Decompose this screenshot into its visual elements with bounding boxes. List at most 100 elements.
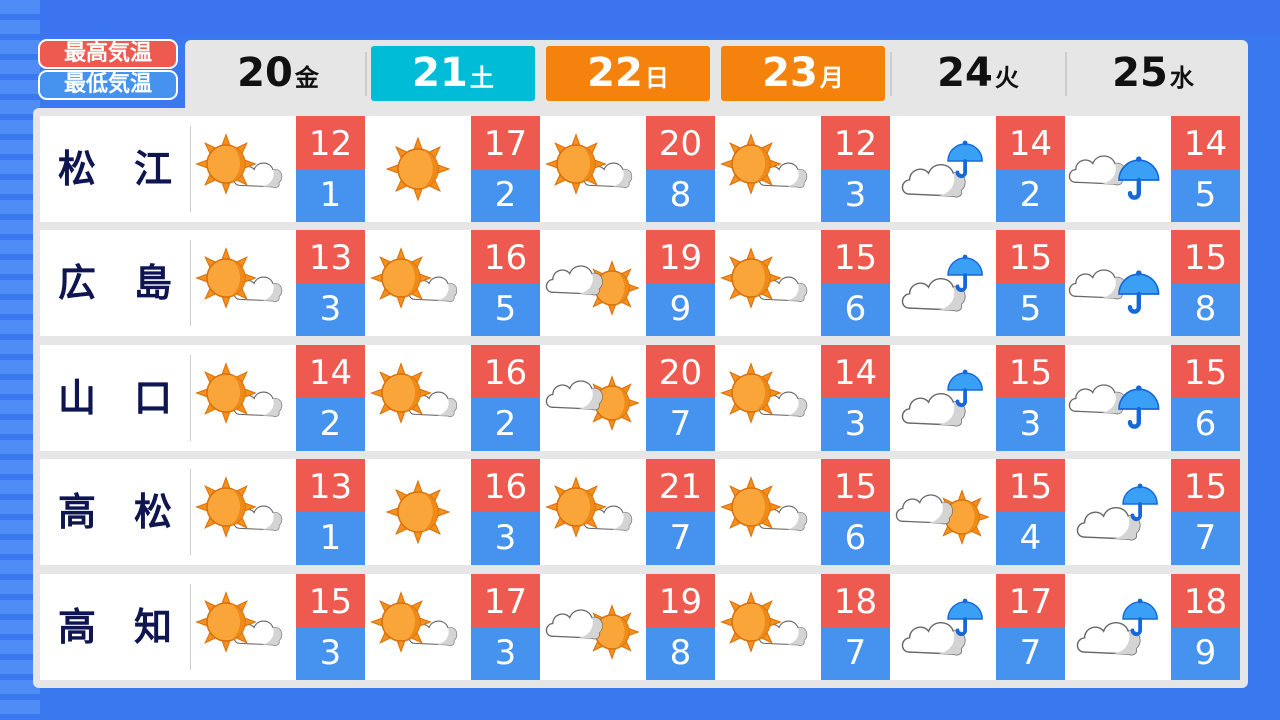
weekday: 土 [469, 64, 494, 92]
sunny-then-cloudy-icon [190, 230, 296, 336]
high-temp: 15 [296, 574, 365, 627]
cloudy-chance-rain-icon [890, 230, 996, 336]
high-temp: 14 [296, 345, 365, 398]
cloudy-chance-rain-icon [890, 574, 996, 680]
high-temp: 14 [821, 345, 890, 398]
city-row: 高 松 13 1 16 3 21 7 15 6 15 4 15 7 [40, 459, 1240, 565]
high-temp: 12 [821, 116, 890, 169]
city-name: 広 島 [57, 261, 172, 305]
low-temp: 5 [471, 283, 540, 336]
divider [190, 584, 191, 670]
high-temp: 21 [646, 459, 715, 512]
day-header-25: 25水 [1071, 46, 1235, 101]
high-temp: 18 [1171, 574, 1240, 627]
date-number: 22 [587, 50, 643, 96]
high-temp: 17 [471, 116, 540, 169]
divider [190, 469, 191, 555]
low-temp: 9 [1171, 627, 1240, 680]
day-header-20: 20金 [196, 46, 360, 101]
header-divider [890, 52, 892, 96]
city-name: 高 松 [57, 490, 172, 534]
high-temp: 14 [1171, 116, 1240, 169]
sunny-then-cloudy-icon [365, 574, 471, 680]
cloudy-chance-rain-icon [1065, 459, 1171, 565]
sunny-icon [365, 116, 471, 222]
weekday: 日 [644, 64, 669, 92]
low-temp: 3 [821, 398, 890, 451]
high-temp: 15 [1171, 345, 1240, 398]
high-temp: 16 [471, 230, 540, 283]
low-temp: 7 [996, 627, 1065, 680]
day-header-21: 21土 [371, 46, 535, 101]
low-temp: 7 [821, 627, 890, 680]
divider [190, 355, 191, 441]
day-header-23: 23月 [721, 46, 885, 101]
date-number: 21 [412, 50, 468, 96]
low-temp: 3 [821, 169, 890, 222]
sunny-then-cloudy-icon [190, 345, 296, 451]
sunny-icon [365, 459, 471, 565]
weekday: 火 [994, 64, 1019, 92]
low-temp: 3 [296, 627, 365, 680]
high-temp: 15 [821, 230, 890, 283]
cloudy-chance-rain-icon [890, 345, 996, 451]
high-temp: 13 [296, 230, 365, 283]
low-temp: 1 [296, 169, 365, 222]
low-temp: 2 [296, 398, 365, 451]
high-temp: 20 [646, 116, 715, 169]
low-temp: 5 [996, 283, 1065, 336]
low-temp: 3 [996, 398, 1065, 451]
cloudy-then-sunny-icon [540, 345, 646, 451]
low-temp: 4 [996, 512, 1065, 565]
high-temp: 15 [1171, 459, 1240, 512]
city-row: 高 知 15 3 17 3 19 8 18 7 17 7 18 9 [40, 574, 1240, 680]
sunny-then-cloudy-icon [715, 574, 821, 680]
sunny-then-cloudy-icon [365, 230, 471, 336]
top-band [0, 0, 1280, 36]
cloudy-then-sunny-icon [540, 574, 646, 680]
high-temp: 14 [996, 116, 1065, 169]
high-temp: 15 [1171, 230, 1240, 283]
high-temp: 15 [996, 459, 1065, 512]
low-temp: 3 [296, 283, 365, 336]
city-name: 高 知 [57, 605, 172, 649]
cloudy-chance-rain-icon [1065, 574, 1171, 680]
low-temp: 6 [1171, 398, 1240, 451]
forecast-table: 松 江 12 1 17 2 20 8 12 3 14 2 14 5 広 島 13 3 16 5 19 9 15 6 15 5 1… [33, 108, 1248, 688]
divider [190, 240, 191, 326]
low-temp: 7 [646, 398, 715, 451]
high-temp: 12 [296, 116, 365, 169]
city-row: 広 島 13 3 16 5 19 9 15 6 15 5 15 8 [40, 230, 1240, 336]
sunny-then-cloudy-icon [715, 459, 821, 565]
sunny-then-cloudy-icon [190, 459, 296, 565]
city-row: 松 江 12 1 17 2 20 8 12 3 14 2 14 5 [40, 116, 1240, 222]
low-temp: 6 [821, 283, 890, 336]
low-temp: 8 [646, 627, 715, 680]
low-temp: 2 [996, 169, 1065, 222]
sunny-then-cloudy-icon [715, 230, 821, 336]
low-temp: 9 [646, 283, 715, 336]
date-number: 24 [937, 50, 993, 96]
day-header-24: 24火 [896, 46, 1060, 101]
city-name: 山 口 [57, 376, 172, 420]
low-temp: 7 [1171, 512, 1240, 565]
high-temp: 19 [646, 574, 715, 627]
date-number: 23 [762, 50, 818, 96]
sunny-then-cloudy-icon [540, 116, 646, 222]
day-header-22: 22日 [546, 46, 710, 101]
legend: 最高気温 最低気温 [38, 39, 178, 101]
high-temp: 15 [996, 345, 1065, 398]
high-temp: 18 [821, 574, 890, 627]
low-temp: 8 [1171, 283, 1240, 336]
sunny-then-cloudy-icon [190, 116, 296, 222]
low-temp: 2 [471, 398, 540, 451]
cloudy-then-sunny-icon [890, 459, 996, 565]
legend-high: 最高気温 [38, 39, 178, 69]
sunny-then-cloudy-icon [540, 459, 646, 565]
date-number: 20 [237, 50, 293, 96]
high-temp: 15 [996, 230, 1065, 283]
high-temp: 19 [646, 230, 715, 283]
cloudy-then-rain-icon [1065, 230, 1171, 336]
cloudy-then-rain-icon [1065, 345, 1171, 451]
cloudy-then-rain-icon [1065, 116, 1171, 222]
